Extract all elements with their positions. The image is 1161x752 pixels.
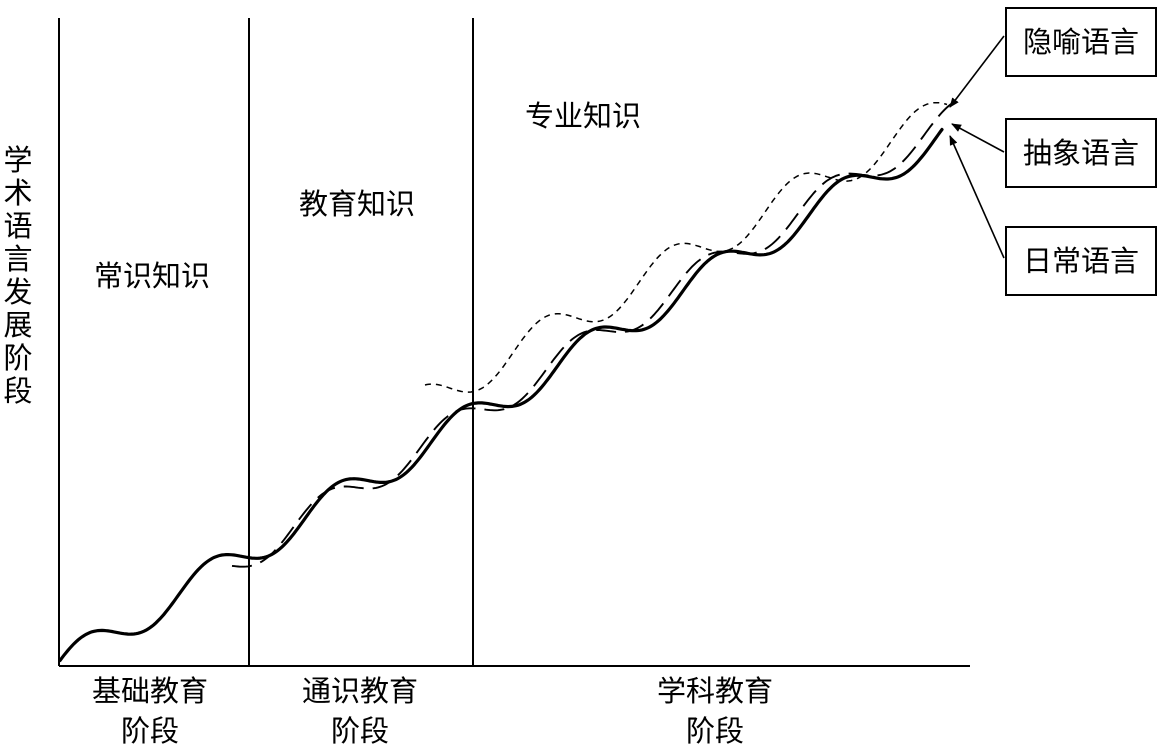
legend-label: 日常语言 [1023, 244, 1139, 278]
stage-label-discipline-suffix: 阶段 [686, 714, 744, 748]
legend-everyday: 日常语言 [1005, 226, 1157, 296]
everyday-language-curve [58, 127, 944, 663]
y-axis-title-char: 阶 [3, 341, 32, 375]
stage-label-general: 通识教育 [302, 674, 418, 708]
legend-arrow-metaphor [949, 35, 1005, 108]
y-axis-title-char: 发 [3, 275, 32, 309]
legend-box [1005, 226, 1157, 296]
y-axis-title-char: 术 [3, 176, 32, 210]
y-axis-title-char: 语 [3, 209, 32, 243]
stage-label-general-suffix: 阶段 [331, 714, 389, 748]
y-axis-title-char: 学 [3, 143, 32, 177]
y-axis-title-char: 言 [3, 242, 32, 276]
legend-metaphor: 隐喻语言 [1005, 7, 1157, 77]
legend-abstract: 抽象语言 [1005, 118, 1157, 188]
zone-label-professional-knowledge: 专业知识 [525, 99, 641, 133]
abstract-language-curve [231, 102, 953, 568]
legend-arrow-everyday [949, 135, 1005, 259]
y-axis-title-char: 段 [3, 374, 32, 408]
legend-label: 隐喻语言 [1023, 25, 1139, 59]
legend-label: 抽象语言 [1023, 136, 1139, 170]
legend-box [1005, 118, 1157, 188]
stage-label-basic-suffix: 阶段 [121, 714, 179, 748]
y-axis-title-char: 展 [3, 308, 32, 342]
zone-label-education-knowledge: 教育知识 [299, 187, 415, 221]
y-axis-title: 学 术 语 言 发 展 阶 段 [3, 143, 32, 408]
stage-label-basic: 基础教育 [92, 674, 208, 708]
metaphor-language-curve [424, 101, 948, 393]
legend-arrow-abstract [951, 123, 1005, 153]
legend-box [1005, 7, 1157, 77]
zone-label-common-knowledge: 常识知识 [94, 259, 210, 293]
stage-label-discipline: 学科教育 [657, 674, 773, 708]
